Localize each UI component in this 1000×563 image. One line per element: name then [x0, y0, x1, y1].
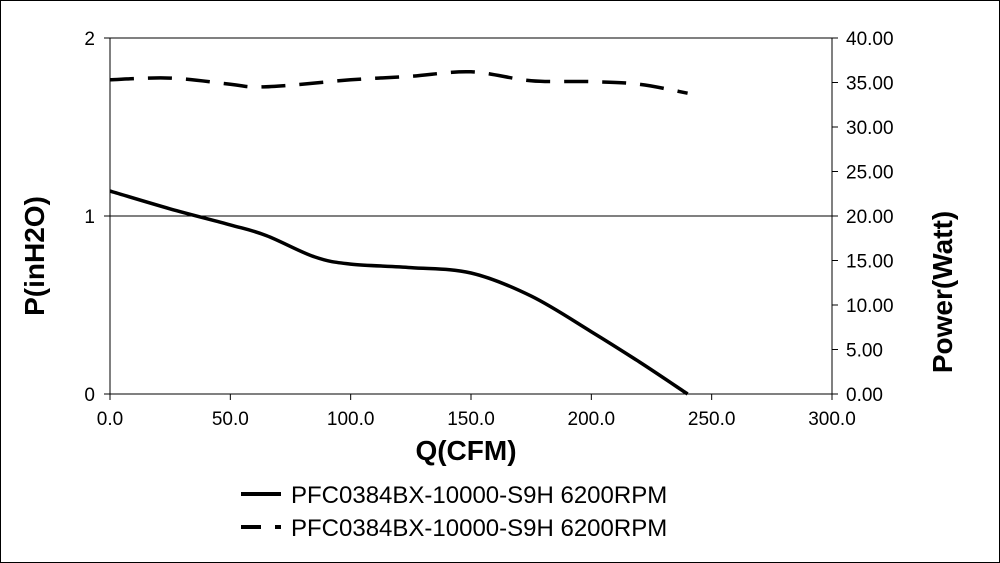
- y-right-tick-label: 30.00: [846, 118, 894, 139]
- y-left-tick-label: 0: [84, 385, 95, 406]
- series-pressure-line: [109, 189, 689, 396]
- y-right-tick-label: 35.00: [846, 74, 894, 95]
- x-tick-label: 100.0: [327, 409, 375, 430]
- y-right-tick-label: 0.00: [846, 385, 883, 406]
- x-tick-label: 200.0: [568, 409, 616, 430]
- y-left-tick-label: 1: [84, 207, 95, 228]
- x-tick-label: 300.0: [808, 409, 856, 430]
- x-tick-label: 50.0: [212, 409, 249, 430]
- series-lines: [109, 69, 689, 396]
- y-right-tick-label: 40.00: [846, 29, 894, 50]
- series-power-line: [109, 69, 688, 95]
- y-right-tick-label: 20.00: [846, 207, 894, 228]
- y-right-tick-label: 25.00: [846, 163, 894, 184]
- x-axis-title: Q(CFM): [415, 435, 516, 466]
- y-right-tick-label: 15.00: [846, 252, 894, 273]
- plot-area: [109, 37, 833, 395]
- y-left-tick-label: 2: [84, 29, 95, 50]
- y-axis-left-title: P(inH2O): [19, 196, 50, 316]
- x-tick-label: 0.0: [97, 409, 123, 430]
- y-right-tick-label: 10.00: [846, 296, 894, 317]
- y-axis-right-title: Power(Watt): [927, 211, 958, 373]
- legend-label-1: PFC0384BX-10000-S9H 6200RPM: [291, 482, 667, 509]
- x-tick-label: 250.0: [688, 409, 736, 430]
- legend-label-2: PFC0384BX-10000-S9H 6200RPM: [291, 515, 667, 542]
- legend: PFC0384BX-10000-S9H 6200RPM PFC0384BX-10…: [241, 482, 667, 542]
- x-tick-label: 150.0: [447, 409, 495, 430]
- y-right-tick-label: 5.00: [846, 341, 883, 362]
- axis-ticks: 0.0 50.0 100.0 150.0 200.0 250.0 300.00120.005…: [84, 29, 893, 430]
